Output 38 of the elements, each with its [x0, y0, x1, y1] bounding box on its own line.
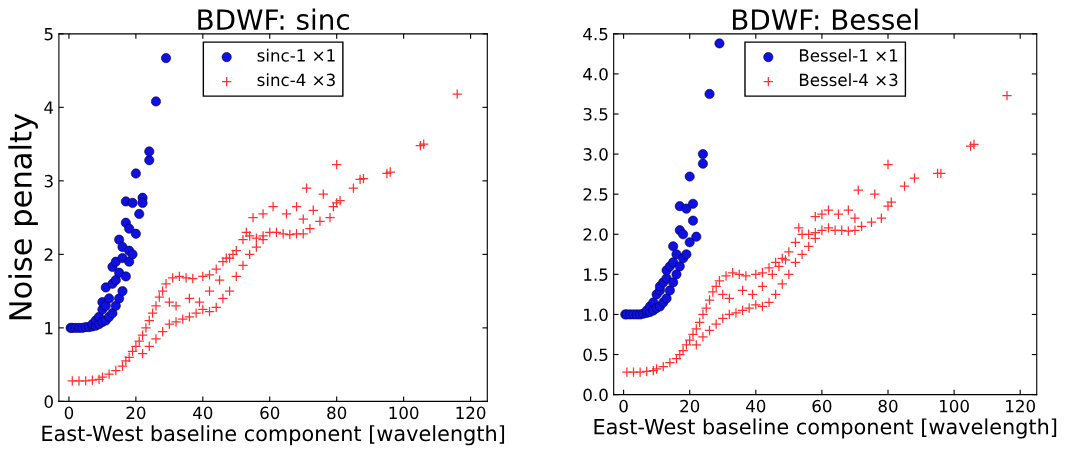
x-tick-label: 0	[64, 406, 74, 420]
legend-label: Bessel-1 ×1	[799, 48, 898, 62]
y-tick-label: 1	[45, 322, 53, 335]
x-tick-label: 20	[126, 406, 146, 420]
y-tick-label: 4.0	[583, 67, 608, 81]
chart-title: BDWF: Bessel	[733, 8, 918, 31]
y-tick-label: 3	[44, 174, 53, 188]
x-tick-label: 60	[260, 406, 280, 420]
y-tick-label: 2.0	[583, 228, 608, 241]
x-tick-label: 40	[193, 406, 213, 420]
y-tick-label: 3.5	[583, 107, 608, 121]
legend-label: Bessel-4 ×3	[799, 73, 898, 87]
x-tick-label: 120	[456, 406, 486, 420]
x-tick-label: 20	[680, 399, 700, 413]
y-tick-label: 0.0	[583, 388, 608, 402]
y-tick-label: 3.0	[583, 148, 608, 161]
x-tick-label: 0	[619, 399, 628, 413]
y-tick-label: 2.5	[583, 188, 608, 201]
x-tick-label: 60	[812, 399, 832, 413]
x-axis-title: East-West baseline component [wavelength]	[594, 418, 1057, 439]
x-tick-label: 80	[878, 399, 898, 413]
y-axis-title: Noise penalty	[8, 113, 38, 320]
x-tick-label: 100	[940, 399, 969, 413]
x-tick-label: 120	[1006, 399, 1035, 413]
legend-label: sinc-4 ×3	[257, 73, 335, 87]
x-tick-label: 40	[746, 399, 766, 413]
y-tick-label: 4.5	[583, 28, 608, 41]
x-tick-label: 100	[389, 406, 419, 420]
y-tick-label: 0.5	[583, 348, 608, 362]
y-tick-label: 1.0	[584, 308, 608, 322]
chart-title: BDWF: sinc	[198, 8, 349, 31]
y-tick-label: 5	[44, 28, 53, 41]
y-tick-label: 4	[44, 101, 54, 114]
y-tick-label: 2	[44, 248, 53, 261]
x-axis-title: East-West baseline component [wavelength]	[42, 425, 505, 446]
y-tick-label: 1.5	[584, 268, 608, 281]
legend-label: sinc-1 ×1	[257, 48, 335, 62]
x-tick-label: 80	[327, 406, 347, 420]
